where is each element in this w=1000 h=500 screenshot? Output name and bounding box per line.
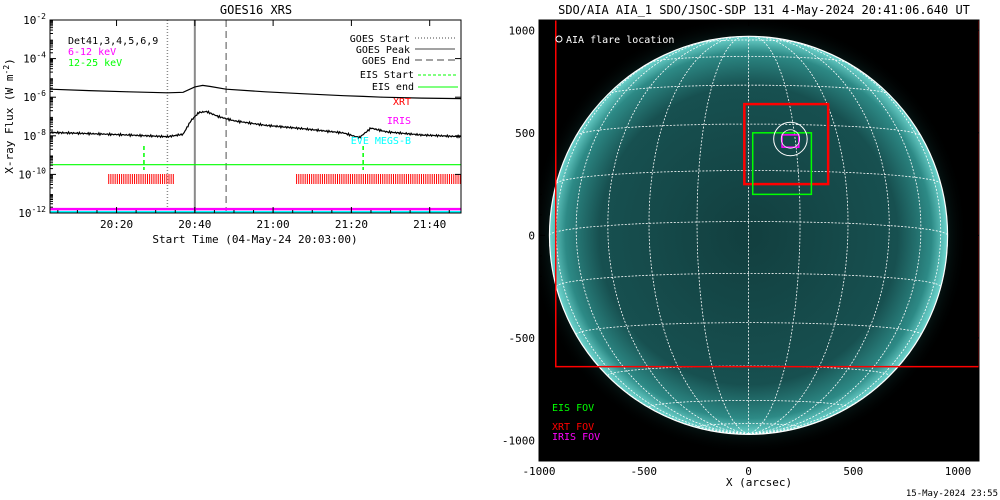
longitude-line (748, 36, 849, 435)
longitude-line (575, 37, 749, 435)
flare-legend-label: AIA flare location (566, 35, 674, 46)
fov-xrt-fov-large (555, 20, 979, 368)
x-tick-label: 21:20 (335, 218, 368, 231)
instrument-legend-label: XRT (393, 97, 411, 108)
x-tick-label: 500 (843, 465, 863, 478)
x-tick-label: 1000 (945, 465, 972, 478)
flare-location-inner-circle (780, 129, 801, 149)
heliographic-grid (548, 35, 949, 436)
instrument-legend-label: EIS Start (360, 70, 414, 81)
x-tick-label: 21:40 (413, 218, 446, 231)
latitude-line (650, 56, 847, 63)
footer-timestamp: 15-May-2024 23:55 (906, 489, 998, 499)
fov-iris-fov (781, 134, 800, 148)
y-tick-label: 10-4 (23, 51, 46, 66)
fov-legend-entry: IRIS FOV (552, 432, 600, 443)
channel-legend-entry: 12-25 keV (68, 58, 122, 69)
y-tick-label: -500 (509, 332, 536, 345)
event-legend-label: GOES Peak (356, 45, 410, 56)
goes-series-line-1 (49, 84, 462, 100)
goes-xrs-panel: GOES16 XRS 10-2 10-4 10-6 10-8 10-10 10-12 20:… (2, 3, 462, 246)
xrt-observation-ticks (108, 174, 461, 184)
goes-axes: 10-2 10-4 10-6 10-8 10-10 10-12 20:20 20:40 21:0… (18, 12, 461, 231)
channel-legend-entry: Det41,3,4,5,6,9 (68, 36, 158, 47)
longitude-line (696, 36, 749, 435)
aia-title: SDO/AIA AIA_1 SDO/JSOC-SDP 131 4-May-202… (558, 3, 970, 17)
solar-limb (548, 35, 949, 436)
y-tick-label: 10-12 (18, 205, 46, 220)
x-tick-label: -500 (631, 465, 658, 478)
fov-eis-fov (751, 132, 813, 196)
longitude-line (748, 36, 801, 435)
longitude-line (607, 36, 749, 435)
aia-plot-frame (538, 19, 980, 462)
instrument-legend-label: EVE MEGS-B (351, 136, 411, 147)
longitude-line (555, 45, 749, 435)
instrument-fovs (555, 20, 979, 368)
fov-xrt-fov-small (743, 102, 830, 186)
y-tick-label: 10-2 (23, 12, 46, 27)
flare-location-circle (773, 121, 808, 157)
goes-series (49, 84, 462, 214)
goes-plot-frame (49, 19, 462, 214)
longitude-line (748, 36, 890, 435)
event-legend-label: GOES End (362, 56, 410, 67)
goes-ylabel: X-ray Flux (W m-2) (2, 58, 16, 174)
aia-axes: -1000 -500 0 500 1000 1000 500 0 -500 -1000 (502, 20, 980, 478)
y-tick-label: -1000 (502, 434, 535, 447)
flare-legend-symbol (555, 35, 563, 43)
fov-legend-entry: EIS FOV (552, 403, 594, 414)
y-tick-label: 10-10 (18, 166, 46, 181)
x-tick-label: 0 (745, 465, 752, 478)
fov-legend-entry: XRT FOV (552, 422, 594, 433)
x-tick-label: 20:40 (178, 218, 211, 231)
instrument-legend-label: IRIS (387, 116, 411, 127)
goes-title: GOES16 XRS (220, 3, 292, 17)
y-tick-label: 500 (515, 127, 535, 140)
x-tick-label: 21:00 (257, 218, 290, 231)
channel-legend-entry: 6-12 keV (68, 47, 116, 58)
latitude-line (575, 322, 922, 335)
aia-map-panel: SDO/AIA AIA_1 SDO/JSOC-SDP 131 4-May-202… (502, 3, 980, 489)
event-legend-label: GOES Start (350, 34, 410, 45)
x-tick-label: 20:20 (100, 218, 133, 231)
goes-series-line-2 (49, 109, 462, 140)
y-tick-label: 10-8 (23, 128, 46, 143)
y-tick-label: 10-6 (23, 89, 46, 104)
y-tick-label: 0 (528, 229, 535, 242)
longitude-line (748, 45, 942, 435)
y-tick-label: 1000 (509, 24, 536, 37)
goes-xlabel: Start Time (04-May-24 20:03:00) (152, 233, 357, 246)
solar-disk (549, 36, 948, 435)
aia-xlabel: X (arcsec) (726, 476, 792, 489)
eis-observation-markers (143, 146, 364, 170)
x-tick-label: -1000 (522, 465, 555, 478)
latitude-line (608, 84, 889, 95)
longitude-line (648, 36, 749, 435)
longitude-line (748, 37, 922, 435)
instrument-legend-label: EIS end (372, 82, 414, 93)
